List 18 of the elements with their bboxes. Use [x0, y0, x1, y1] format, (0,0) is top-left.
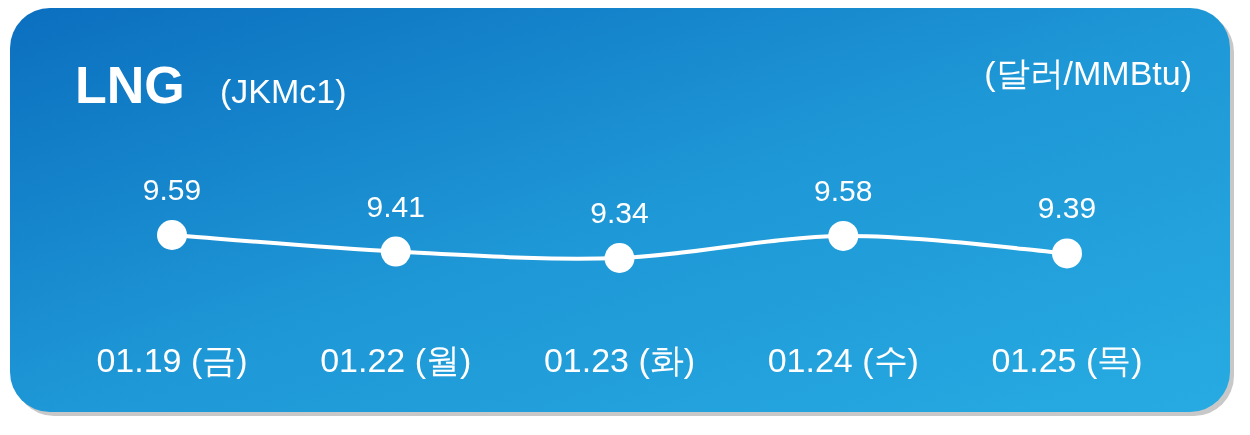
chart-subtitle: (JKMc1)	[220, 72, 347, 110]
point	[380, 236, 411, 267]
x-tick-label: 01.24 (수)	[767, 341, 919, 379]
data-label: 9.39	[1037, 191, 1097, 225]
data-label: 9.41	[366, 189, 425, 223]
point	[604, 243, 635, 273]
data-label: 9.34	[590, 196, 649, 229]
y-axis-title: (달러/MMBtu)	[984, 54, 1192, 92]
x-tick-label: 01.19 (금)	[96, 341, 248, 379]
point	[157, 220, 187, 250]
data-label: 9.58	[814, 173, 873, 207]
x-tick-label: 01.23 (화)	[543, 341, 696, 379]
x-tick-label: 01.25 (목)	[991, 341, 1143, 379]
chart-title: LNG	[75, 56, 185, 114]
x-tick-label: 01.22 (월)	[320, 341, 472, 379]
point	[828, 220, 859, 251]
point	[1052, 238, 1082, 269]
data-label: 9.59	[142, 173, 202, 206]
